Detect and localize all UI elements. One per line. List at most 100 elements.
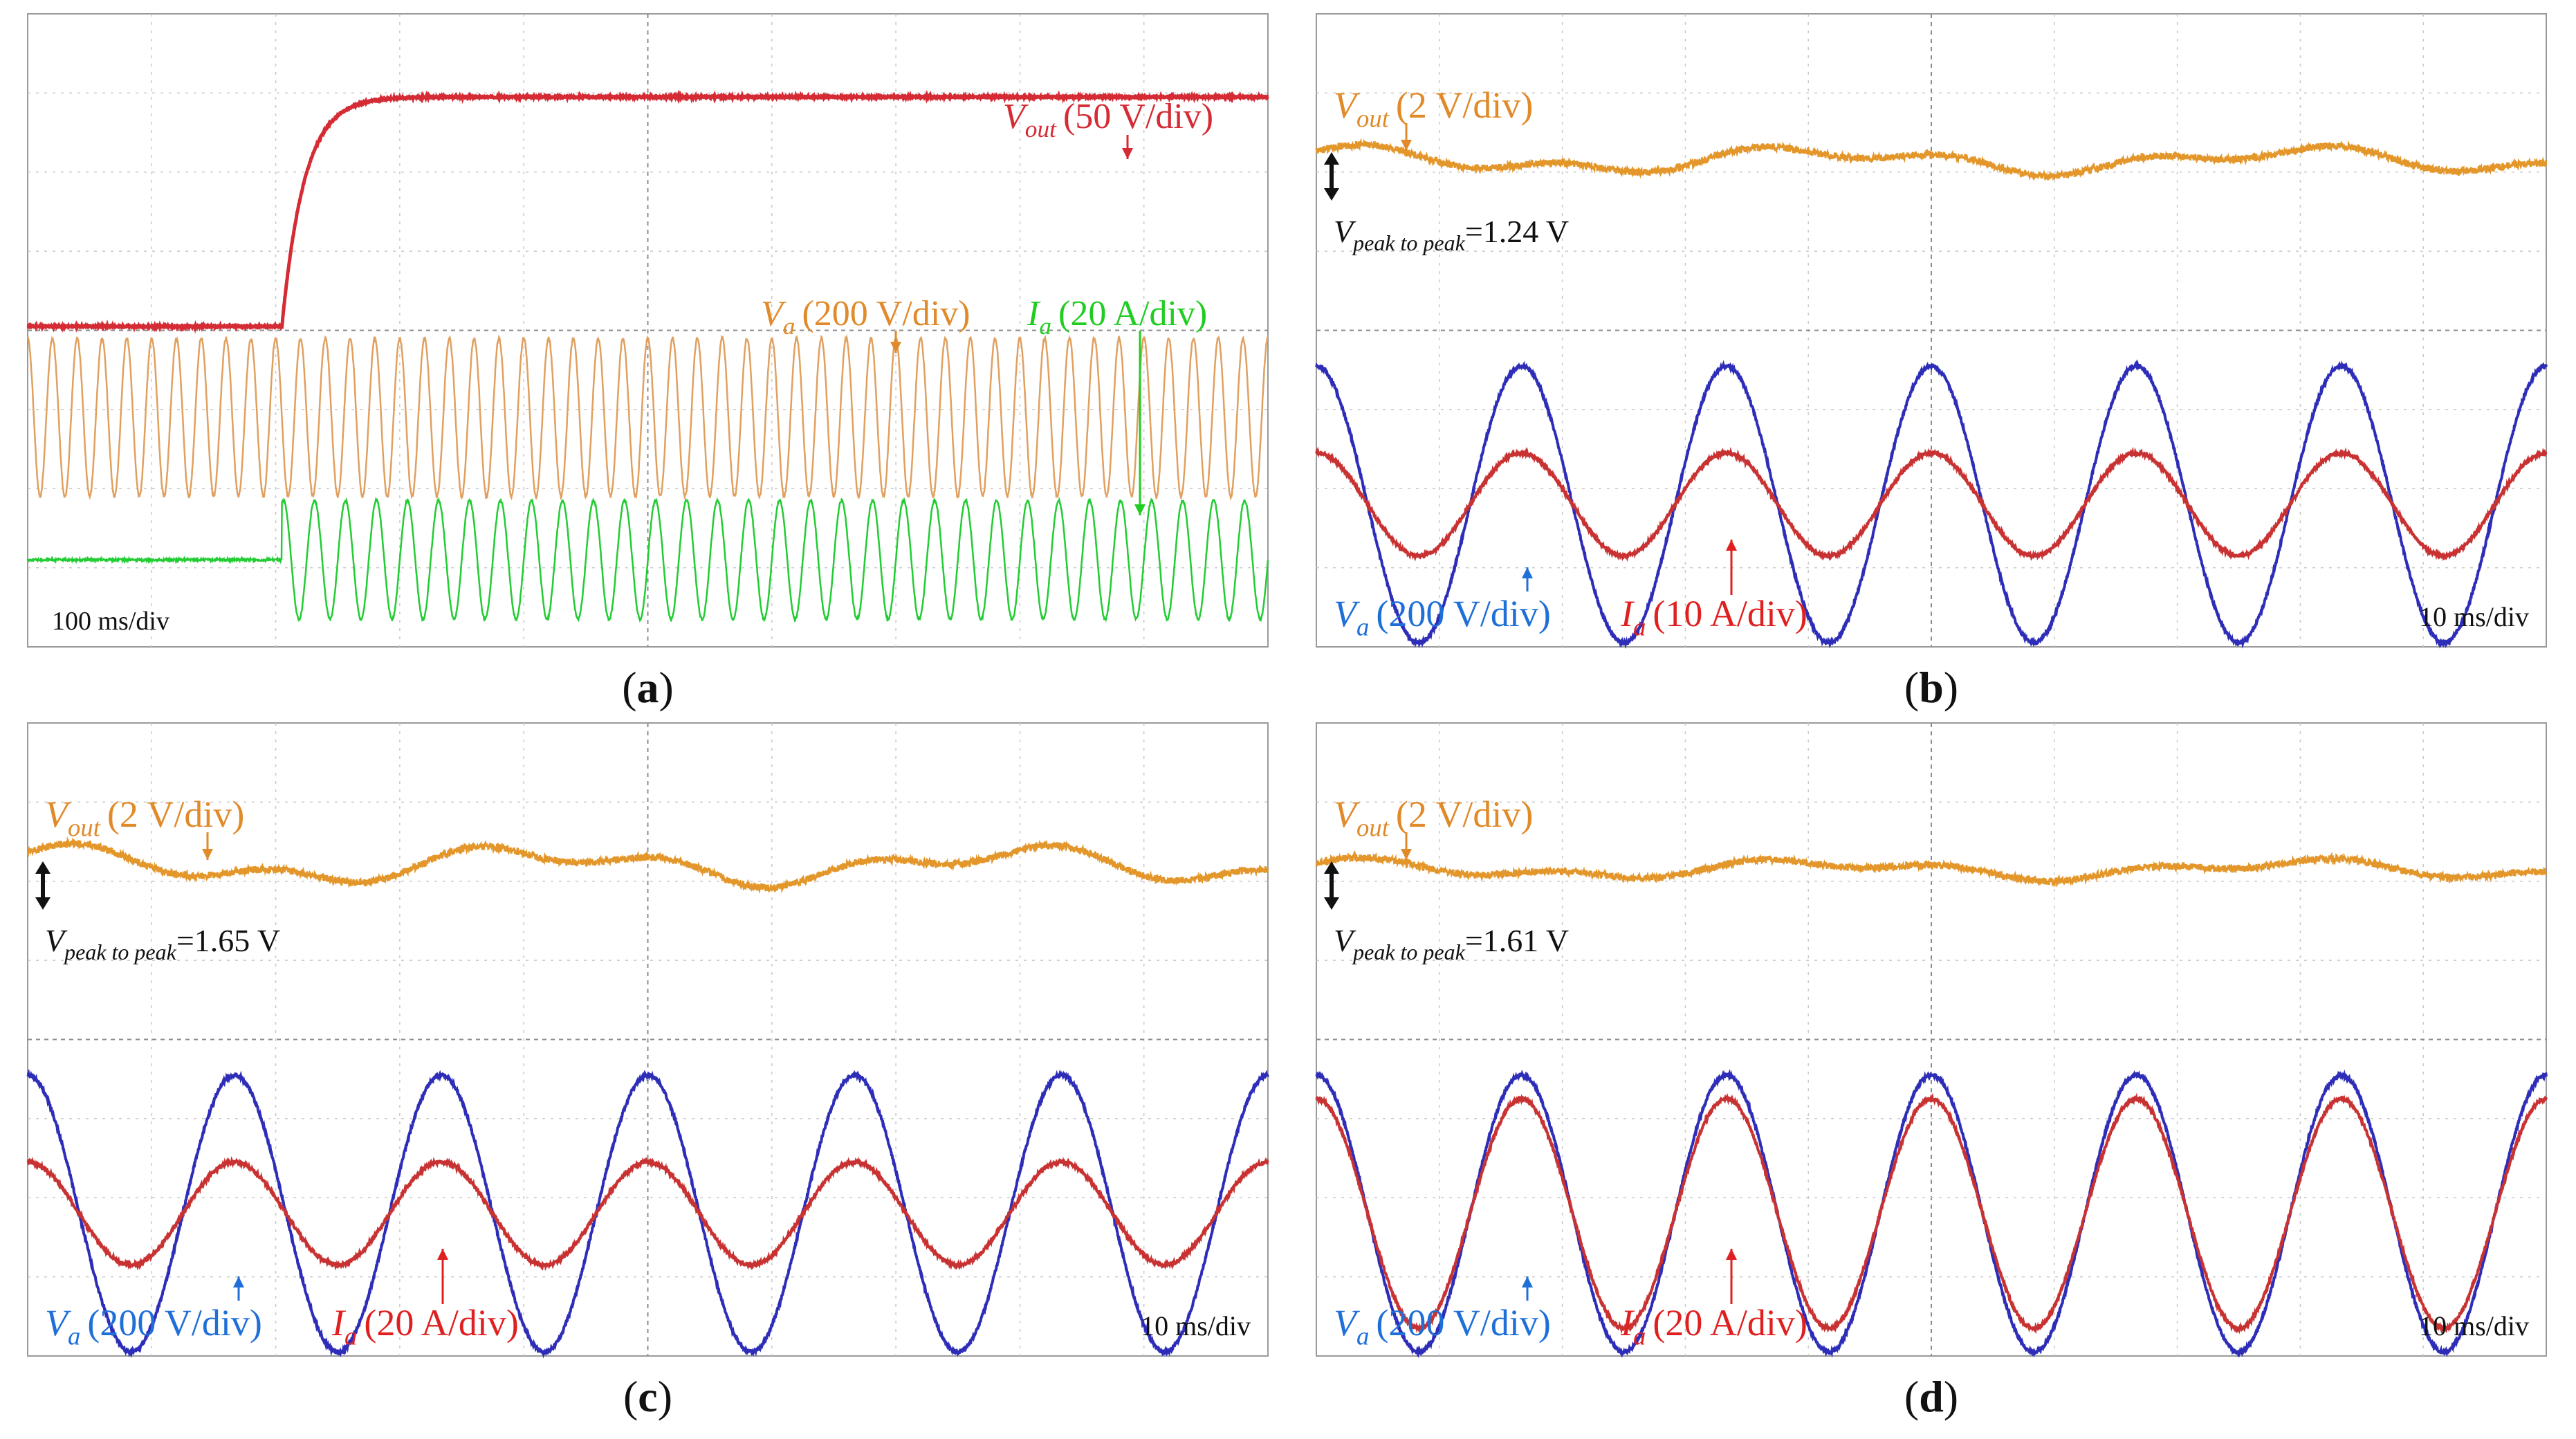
panel-d-ripple-label: Vpeak to peak=1.61 V	[1334, 923, 1569, 964]
panel-d-label-vout: Vout (2 V/div)	[1334, 794, 1533, 842]
panel-c-label-va-symbol: V	[45, 1302, 72, 1344]
panel-b-arrow-vout-head	[1401, 140, 1412, 151]
panel-a-caption-letter: a	[637, 663, 659, 712]
panel-d-label-ia-scale: (20 A/div)	[1653, 1302, 1807, 1344]
panel-d-caption-close: )	[1944, 1372, 1958, 1421]
panel-a-label-va-subscript: a	[783, 312, 795, 340]
panel-b-arrow-ia-head	[1726, 540, 1737, 551]
panel-c-trace-ia	[26, 1155, 1269, 1272]
panel-c-caption-close: )	[658, 1372, 672, 1421]
panel-c-ripple-arrow-head-up	[35, 861, 50, 874]
panel-b-label-vout-scale: (2 V/div)	[1396, 84, 1534, 126]
panel-b-ripple-label: Vpeak to peak=1.24 V	[1334, 214, 1569, 255]
panel-c-arrow-ia-head	[437, 1249, 448, 1260]
panel-c-ripple-label: Vpeak to peak=1.65 V	[45, 923, 280, 964]
panel-d-arrow-ia-head	[1726, 1249, 1737, 1260]
panel-c-ripple-subscript: peak to peak	[63, 940, 177, 964]
panel-d-ripple-arrow-head-up	[1324, 861, 1339, 874]
panel-d-label-ia: Ia (20 A/div)	[1620, 1302, 1807, 1350]
panel-b-ripple-arrow-head-down	[1324, 188, 1339, 201]
panel-a-label-va-scale: (200 V/div)	[802, 294, 970, 333]
panel-b-ripple-subscript: peak to peak	[1352, 230, 1466, 255]
panel-c-ripple-symbol: V	[45, 923, 68, 958]
panel-c-label-ia-symbol: I	[331, 1302, 347, 1344]
panel-a-trace-vout	[26, 89, 1269, 334]
panel-c-label-vout-scale: (2 V/div)	[107, 794, 245, 835]
panel-c-trace-vout	[26, 836, 1269, 895]
panel-d-ripple-value: =1.61 V	[1465, 923, 1569, 958]
panel-d-trace-va	[1315, 1068, 2548, 1359]
panel-c-timebase: 10 ms/div	[1141, 1310, 1251, 1341]
panel-b-label-va: Va (200 V/div)	[1334, 593, 1551, 641]
panel-b-caption-close: )	[1944, 663, 1958, 712]
panel-b: Vout (2 V/div)Vpeak to peak=1.24 VVa (200 …	[1315, 13, 2548, 712]
panel-d-timebase: 10 ms/div	[2419, 1310, 2529, 1341]
panel-b-label-ia-symbol: I	[1620, 593, 1635, 634]
panel-a-trace-va	[26, 333, 1269, 501]
panel-a-arrow-va-head	[890, 342, 901, 353]
panel-b-caption-letter: b	[1919, 663, 1944, 712]
panel-d: Vout (2 V/div)Vpeak to peak=1.61 VVa (200 …	[1315, 722, 2548, 1421]
panel-d-trace-vout	[1315, 850, 2548, 888]
panel-d-label-ia-symbol: I	[1620, 1302, 1635, 1344]
panel-b-label-vout-symbol: V	[1334, 84, 1361, 126]
panel-d-caption-open: (	[1904, 1372, 1919, 1421]
panel-d-caption: (d)	[1904, 1372, 1958, 1421]
panel-c-label-ia-subscript: a	[344, 1322, 357, 1350]
panel-c-arrow-va-head	[233, 1276, 244, 1287]
panel-a-label-va: Va (200 V/div)	[761, 294, 970, 340]
panel-b-caption-open: (	[1904, 663, 1919, 712]
panel-b-label-ia-scale: (10 A/div)	[1653, 593, 1807, 634]
panel-a-caption-close: )	[659, 663, 674, 712]
panel-a-arrow-vout-head	[1122, 148, 1133, 159]
panel-d-trace-ia	[1315, 1092, 2548, 1335]
panel-c-caption-open: (	[623, 1372, 638, 1421]
panel-a-label-vout-scale: (50 V/div)	[1063, 97, 1213, 136]
panel-b-ripple-arrow-head-up	[1324, 152, 1339, 165]
panel-d-ripple-arrow-head-down	[1324, 897, 1339, 910]
panel-c-arrow-vout-head	[202, 849, 213, 860]
panel-b-trace-va	[1315, 359, 2548, 650]
panel-c-ripple-arrow-head-down	[35, 897, 50, 910]
panel-a-label-vout: Vout (50 V/div)	[1003, 97, 1213, 143]
panel-c-label-ia-scale: (20 A/div)	[364, 1302, 519, 1344]
panel-c-label-va-scale: (200 V/div)	[87, 1302, 262, 1344]
panel-b-label-vout: Vout (2 V/div)	[1334, 84, 1533, 133]
panel-b-trace-vout	[1315, 138, 2548, 181]
panel-b-label-va-scale: (200 V/div)	[1376, 593, 1551, 634]
panel-c-ripple-value: =1.65 V	[176, 923, 280, 958]
panel-d-arrow-vout-head	[1401, 849, 1412, 860]
panel-d-label-ia-subscript: a	[1633, 1322, 1646, 1350]
panel-d-label-va-symbol: V	[1334, 1302, 1361, 1344]
panel-c-caption-letter: c	[638, 1372, 657, 1421]
panel-a: Vout (50 V/div)Va (200 V/div) Ia (20 A/div)1…	[26, 13, 1269, 712]
panel-a-label-vout-subscript: out	[1025, 115, 1057, 143]
panel-a-label-ia-scale: (20 A/div)	[1058, 294, 1207, 333]
panel-d-label-va-subscript: a	[1356, 1322, 1369, 1350]
panel-b-timebase: 10 ms/div	[2419, 601, 2529, 632]
panel-a-label-ia-subscript: a	[1039, 312, 1051, 340]
panel-c-caption: (c)	[623, 1372, 672, 1421]
panel-c: Vout (2 V/div)Vpeak to peak=1.65 VVa (200 …	[26, 722, 1269, 1421]
panel-c-label-vout: Vout (2 V/div)	[45, 794, 244, 842]
panel-b-label-ia-subscript: a	[1633, 613, 1646, 641]
panel-b-trace-ia	[1315, 446, 2548, 562]
panel-d-label-va-scale: (200 V/div)	[1376, 1302, 1551, 1344]
panel-c-label-vout-symbol: V	[45, 794, 72, 835]
panel-b-ripple-value: =1.24 V	[1465, 214, 1569, 249]
panel-a-arrow-ia-head	[1134, 504, 1146, 515]
panel-a-label-vout-symbol: V	[1003, 97, 1029, 136]
panel-c-label-va-subscript: a	[68, 1322, 80, 1350]
panel-a-label-va-symbol: V	[761, 294, 786, 333]
panel-a-caption-open: (	[622, 663, 636, 712]
panel-b-label-va-subscript: a	[1356, 613, 1369, 641]
panel-d-caption-letter: d	[1919, 1372, 1944, 1421]
panel-d-label-vout-scale: (2 V/div)	[1396, 794, 1534, 835]
panel-d-label-va: Va (200 V/div)	[1334, 1302, 1551, 1350]
panel-a-label-ia: Ia (20 A/div)	[1027, 294, 1207, 340]
panel-c-trace-va	[26, 1068, 1269, 1359]
panel-b-label-ia: Ia (10 A/div)	[1620, 593, 1807, 641]
panel-b-arrow-va-head	[1522, 567, 1533, 578]
panel-d-label-vout-subscript: out	[1356, 814, 1390, 842]
